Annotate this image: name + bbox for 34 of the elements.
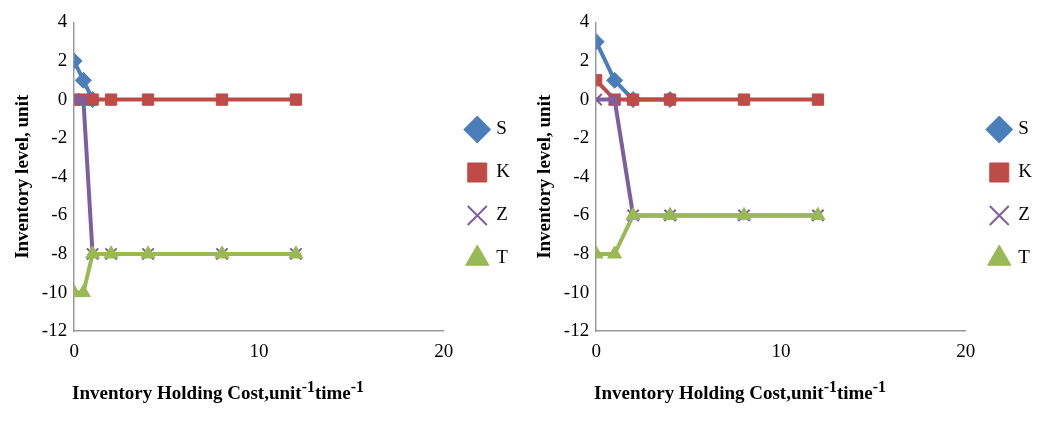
x-tick-label: 10 xyxy=(771,339,791,361)
y-tick-label: -2 xyxy=(573,126,590,148)
legend-label: S xyxy=(1018,117,1029,139)
y-tick-label: -12 xyxy=(563,319,590,341)
y-tick-label: 0 xyxy=(57,87,68,109)
x-axis-title: Inventory Holding Cost,unit$^{-1}$time$^{-1}$ xyxy=(593,378,887,405)
y-tick-label: 0 xyxy=(579,87,590,109)
legend-label: Z xyxy=(1018,203,1030,225)
legend-label: T xyxy=(496,246,509,268)
x-axis-title: Inventory Holding Cost,unit$^{-1}$time$^{-1}$ xyxy=(71,378,365,405)
y-tick-label: -8 xyxy=(573,241,590,263)
y-tick-label: -10 xyxy=(41,280,68,302)
legend-label: Z xyxy=(496,203,508,225)
x-tick-label: 10 xyxy=(249,339,269,361)
y-tick-label: 4 xyxy=(579,10,590,32)
y-tick-label: -6 xyxy=(573,203,590,225)
y-axis-title: Inventory level, unit xyxy=(11,94,33,259)
legend-label: T xyxy=(1018,246,1031,268)
legend-label: K xyxy=(496,160,511,182)
y-tick-label: -6 xyxy=(51,203,68,225)
y-tick-label: 4 xyxy=(57,10,68,32)
y-axis-title: Inventory level, unit xyxy=(533,94,555,259)
y-tick-label: -10 xyxy=(563,280,590,302)
y-tick-label: -4 xyxy=(573,164,590,186)
y-tick-label: -8 xyxy=(51,241,68,263)
legend-label: K xyxy=(1018,160,1033,182)
y-tick-label: 2 xyxy=(579,48,590,70)
y-tick-label: 2 xyxy=(57,48,68,70)
y-tick-label: -12 xyxy=(41,319,68,341)
y-tick-label: -2 xyxy=(51,126,68,148)
x-tick-label: 20 xyxy=(956,339,976,361)
y-tick-label: -4 xyxy=(51,164,68,186)
x-tick-label: 20 xyxy=(434,339,454,361)
legend-label: S xyxy=(496,117,507,139)
